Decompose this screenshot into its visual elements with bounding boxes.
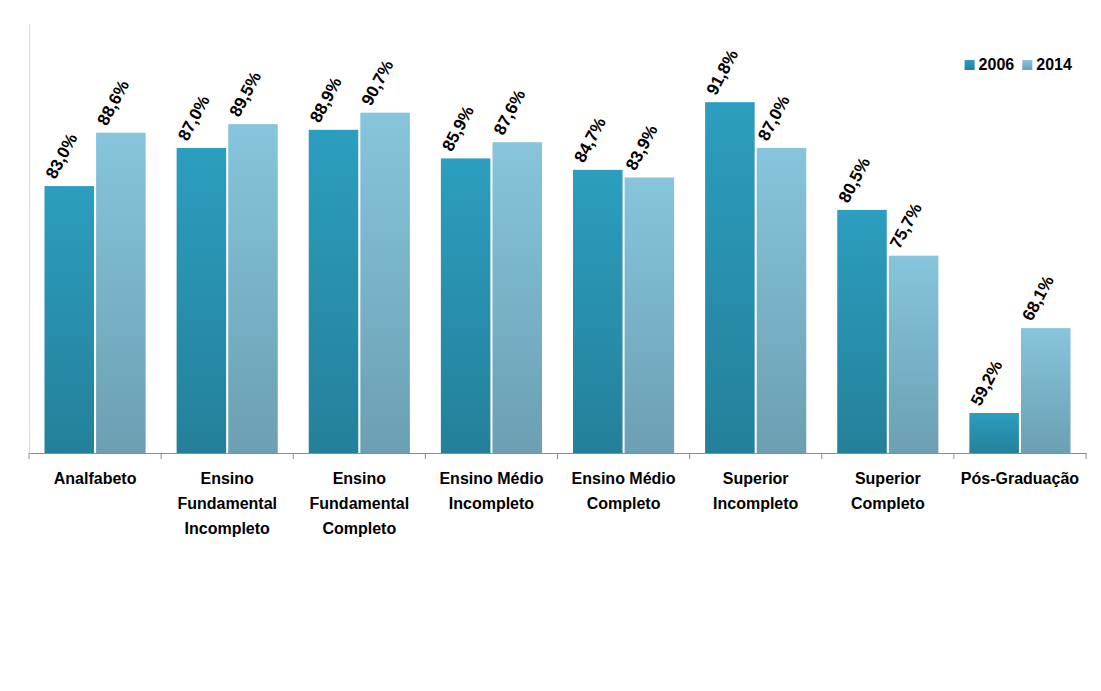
legend-item: 2006 bbox=[965, 56, 1015, 73]
y-axis bbox=[29, 25, 30, 454]
bar bbox=[889, 256, 939, 453]
category-separator bbox=[293, 453, 294, 459]
bar bbox=[44, 186, 94, 453]
x-tick-label: Analfabeto bbox=[54, 470, 137, 487]
x-tick-label: Ensino MédioIncompleto bbox=[439, 470, 543, 512]
data-label: 87,0% bbox=[754, 92, 793, 143]
data-label: 68,1% bbox=[1018, 273, 1057, 324]
data-label: 91,8% bbox=[703, 47, 742, 98]
x-tick-label: Ensino MédioCompleto bbox=[572, 470, 676, 512]
x-tick: EnsinoFundamentalIncompleto bbox=[177, 470, 277, 537]
legend-item: 2014 bbox=[1022, 56, 1072, 73]
data-label: 87,6% bbox=[490, 87, 529, 138]
category-separator bbox=[161, 453, 162, 459]
bar bbox=[757, 148, 807, 453]
x-tick: Pós-Graduação bbox=[961, 470, 1079, 487]
category-separator bbox=[821, 453, 822, 459]
x-tick-label: SuperiorIncompleto bbox=[713, 470, 799, 512]
x-tick-label: Pós-Graduação bbox=[961, 470, 1079, 487]
legend: 2006 2014 bbox=[965, 56, 1072, 73]
x-tick: SuperiorIncompleto bbox=[713, 470, 799, 512]
chart-container: Analfabeto EnsinoFundamentalIncompleto Ens… bbox=[0, 0, 1101, 691]
legend-label: 2014 bbox=[1036, 56, 1072, 73]
y-axis-line bbox=[29, 25, 30, 454]
bars bbox=[44, 102, 1070, 453]
category-separator bbox=[557, 453, 558, 459]
bar bbox=[625, 177, 675, 453]
bar bbox=[360, 113, 410, 453]
bar bbox=[309, 130, 359, 453]
data-label: 88,6% bbox=[94, 77, 133, 128]
bar bbox=[969, 413, 1019, 453]
data-label: 80,5% bbox=[835, 154, 874, 205]
bar bbox=[705, 102, 755, 453]
chart-svg: Analfabeto EnsinoFundamentalIncompleto Ens… bbox=[0, 0, 1101, 691]
x-tick-label: EnsinoFundamentalCompleto bbox=[310, 470, 410, 537]
data-label: 85,9% bbox=[438, 103, 477, 154]
bar bbox=[96, 133, 146, 453]
bar bbox=[573, 170, 623, 453]
category-separator bbox=[1086, 453, 1087, 459]
bar bbox=[441, 158, 491, 453]
category-separators bbox=[29, 453, 1086, 459]
x-tick: Ensino MédioCompleto bbox=[572, 470, 676, 512]
legend-swatch bbox=[965, 60, 975, 70]
x-tick: Ensino MédioIncompleto bbox=[439, 470, 543, 512]
data-label: 84,7% bbox=[571, 114, 610, 165]
data-labels: 83,0% 87,0% 88,9% 85,9% 84,7% 91,8% 80,5% 59,2%… bbox=[42, 47, 1058, 409]
category-separator bbox=[953, 453, 954, 459]
data-label: 75,7% bbox=[886, 200, 925, 251]
data-label: 83,0% bbox=[42, 130, 81, 181]
x-tick: SuperiorCompleto bbox=[851, 470, 925, 512]
bar bbox=[492, 142, 542, 453]
category-separator bbox=[689, 453, 690, 459]
data-label: 88,9% bbox=[306, 74, 345, 125]
x-tick-label: SuperiorCompleto bbox=[851, 470, 925, 512]
data-label: 87,0% bbox=[174, 92, 213, 143]
bar bbox=[837, 210, 887, 453]
bar bbox=[1021, 328, 1071, 453]
category-separator bbox=[29, 453, 30, 459]
legend-swatch bbox=[1022, 60, 1032, 70]
bar bbox=[177, 148, 227, 453]
x-tick: Analfabeto bbox=[54, 470, 137, 487]
data-label: 59,2% bbox=[967, 357, 1006, 408]
x-tick: EnsinoFundamentalCompleto bbox=[310, 470, 410, 537]
x-tick-label: EnsinoFundamentalIncompleto bbox=[177, 470, 277, 537]
x-axis: Analfabeto EnsinoFundamentalIncompleto Ens… bbox=[30, 454, 1087, 537]
data-label: 90,7% bbox=[358, 57, 397, 108]
bar bbox=[228, 124, 278, 453]
data-label: 89,5% bbox=[226, 68, 265, 119]
data-label: 83,9% bbox=[622, 122, 661, 173]
category-separator bbox=[425, 453, 426, 459]
legend-label: 2006 bbox=[979, 56, 1015, 73]
